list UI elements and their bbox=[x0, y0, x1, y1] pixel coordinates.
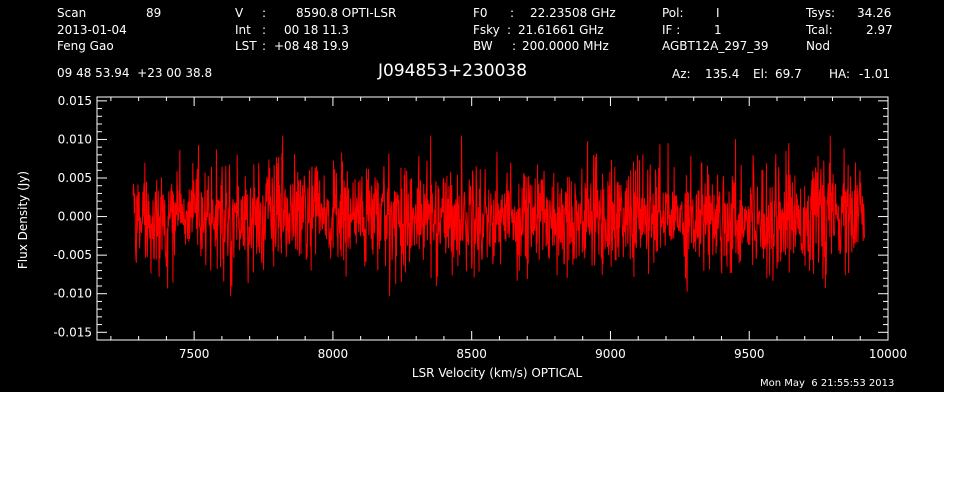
source-name-title: J094853+230038 bbox=[378, 61, 528, 81]
f0-value: 22.23508 GHz bbox=[530, 6, 616, 20]
fsky-value: 21.61661 GHz bbox=[518, 23, 604, 37]
y-axis-label: Flux Density (Jy) bbox=[16, 171, 30, 269]
spectrum-series-line bbox=[132, 135, 865, 297]
y-tick-label: 0.005 bbox=[58, 171, 92, 185]
azimuth-label: Az: bbox=[672, 67, 691, 81]
integration-colon: : bbox=[262, 23, 267, 37]
x-tick-label: 10000 bbox=[869, 347, 907, 361]
y-tick-label: -0.005 bbox=[53, 248, 92, 262]
tsys-value: 34.26 bbox=[857, 6, 892, 20]
fsky-label: Fsky bbox=[473, 23, 500, 37]
y-tick-label: 0.000 bbox=[58, 210, 92, 224]
f0-label: F0 bbox=[473, 6, 488, 20]
plot-frame bbox=[96, 96, 889, 341]
bandwidth-colon: : bbox=[512, 39, 517, 53]
project-id: AGBT12A_297_39 bbox=[662, 39, 769, 53]
spectrum-plot-window: Scan 89 2013-01-04 Feng Gao V : 8590.8 O… bbox=[0, 0, 944, 392]
polarization-label: Pol: bbox=[662, 6, 684, 20]
lst-label: LST bbox=[235, 39, 257, 53]
velocity-value: 8590.8 OPTI-LSR bbox=[296, 6, 397, 20]
hour-angle-value: -1.01 bbox=[859, 67, 891, 81]
elevation-label: El: bbox=[753, 67, 768, 81]
x-tick-label: 8500 bbox=[456, 347, 487, 361]
lst-colon: : bbox=[262, 39, 267, 53]
bandwidth-label: BW bbox=[473, 39, 493, 53]
spectrum-chart: 7500 8000 8500 9000 9500 10000 -0.015 -0.010 -0… bbox=[16, 94, 907, 380]
scan-label: Scan bbox=[57, 6, 87, 20]
integration-value: 00 18 11.3 bbox=[284, 23, 349, 37]
integration-label: Int bbox=[235, 23, 251, 37]
scan-number: 89 bbox=[146, 6, 162, 20]
lst-value: +08 48 19.9 bbox=[274, 39, 349, 53]
observation-date: 2013-01-04 bbox=[57, 23, 127, 37]
tcal-label: Tcal: bbox=[806, 23, 833, 37]
x-axis-label: LSR Velocity (km/s) OPTICAL bbox=[412, 366, 583, 380]
tsys-label: Tsys: bbox=[806, 6, 835, 20]
x-tick-label: 7500 bbox=[179, 347, 210, 361]
hour-angle-label: HA: bbox=[829, 67, 851, 81]
x-tick-label: 9500 bbox=[734, 347, 765, 361]
observer-name: Feng Gao bbox=[57, 39, 114, 53]
y-tick-label: -0.015 bbox=[53, 325, 92, 339]
velocity-label: V bbox=[235, 6, 244, 20]
if-value: 1 bbox=[714, 23, 722, 37]
velocity-colon: : bbox=[262, 6, 267, 20]
elevation-value: 69.7 bbox=[775, 67, 802, 81]
plot-timestamp: Mon May 6 21:55:53 2013 bbox=[760, 378, 895, 389]
f0-colon: : bbox=[510, 6, 515, 20]
y-tick-label: -0.010 bbox=[53, 287, 92, 301]
y-tick-label: 0.015 bbox=[58, 94, 92, 108]
observing-mode: Nod bbox=[806, 39, 830, 53]
x-tick-label: 9000 bbox=[595, 347, 626, 361]
y-tick-label: 0.010 bbox=[58, 132, 92, 146]
tcal-value: 2.97 bbox=[866, 23, 893, 37]
if-label: IF : bbox=[662, 23, 681, 37]
fsky-colon: : bbox=[507, 23, 512, 37]
source-coordinates: 09 48 53.94 +23 00 38.8 bbox=[57, 66, 213, 80]
x-tick-label: 8000 bbox=[318, 347, 349, 361]
polarization-value: I bbox=[716, 6, 720, 20]
azimuth-value: 135.4 bbox=[705, 67, 740, 81]
bandwidth-value: 200.0000 MHz bbox=[522, 39, 609, 53]
